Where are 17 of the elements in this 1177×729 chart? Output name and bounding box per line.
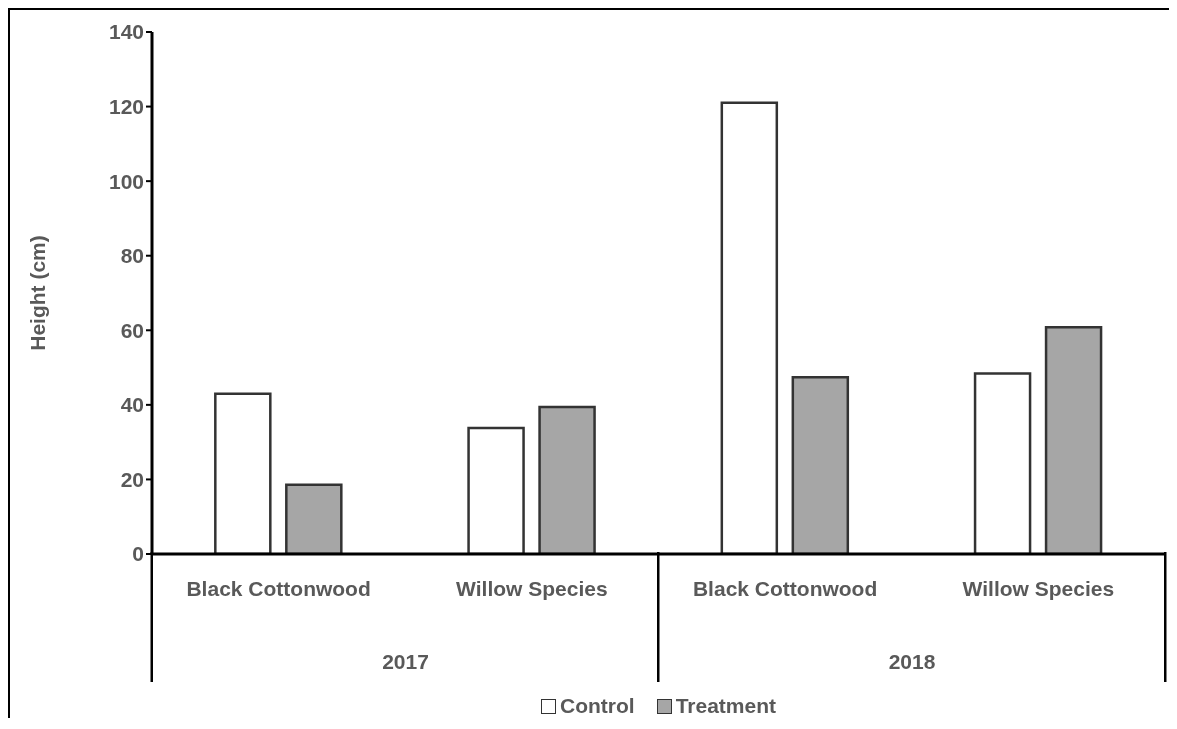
- y-tick-label: 100: [108, 169, 144, 193]
- y-tick-label: 40: [120, 393, 144, 417]
- x-tick-label: Willow Species: [962, 577, 1115, 600]
- text: 2018: [888, 650, 936, 673]
- legend-label: Treatment: [674, 694, 777, 718]
- x-tick-label: Black Cottonwood: [692, 577, 878, 600]
- y-tick-label: 120: [108, 95, 144, 119]
- y-tick-label: 80: [120, 244, 144, 268]
- y-axis-title: Height (cm): [26, 235, 50, 351]
- text: 2017: [382, 650, 429, 673]
- x-tick-label: Willow Species: [456, 577, 608, 600]
- legend-label: Control: [559, 694, 635, 718]
- x-tick-label: Black Cottonwood: [186, 577, 371, 600]
- y-tick-label: 20: [120, 467, 144, 491]
- y-tick-label: 0: [132, 542, 144, 566]
- y-tick-label: 140: [108, 20, 144, 44]
- y-tick-label: 60: [120, 318, 144, 342]
